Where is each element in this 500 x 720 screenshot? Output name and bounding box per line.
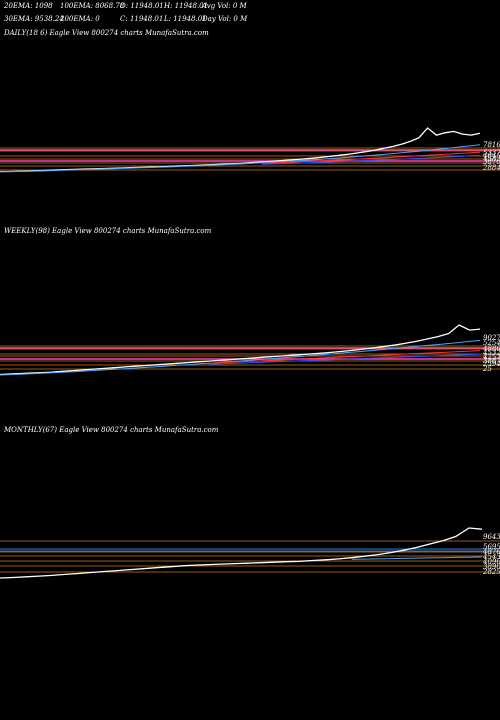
weekly-price-label: 4880 <box>482 345 500 353</box>
daily-price-label: 5337 <box>483 149 500 157</box>
weekly-price-label: 2594 <box>482 360 500 368</box>
daily-price-label: 3870 <box>483 158 500 166</box>
weekly-price-label: 3887 <box>483 357 500 365</box>
day-vol-label: Day Vol: 0 M <box>202 15 248 23</box>
ema200-label: 200EMA: 0 <box>60 15 100 23</box>
ema30-label: 30EMA: 9538.24 <box>4 15 64 23</box>
weekly-price-label: 4253 <box>482 353 500 361</box>
daily-price-label: 7816 <box>483 141 500 149</box>
daily-price-label: 4845 <box>482 152 500 160</box>
close-label: C: 11948.01 <box>120 15 164 23</box>
monthly-price-label: 2825 <box>482 568 500 576</box>
monthly-price-label: 5695 <box>483 543 500 551</box>
daily-series-line-3 <box>261 154 481 165</box>
weekly-series-line-0 <box>0 324 481 376</box>
daily-price-label: 2884 <box>482 164 500 172</box>
avg-vol-label: Avg Vol: 0 M <box>202 2 247 10</box>
weekly-series-line-1 <box>0 339 481 376</box>
low-label: L: 11948.01 <box>164 15 207 23</box>
weekly-price-label: 5254 <box>483 339 500 347</box>
daily-series-line-1 <box>0 144 481 173</box>
daily-price-label: 4582 <box>482 155 500 163</box>
weekly-series-line-2 <box>208 350 481 364</box>
open-label: O: 11948.01 <box>120 2 164 10</box>
monthly-series-line-1 <box>351 556 483 560</box>
monthly-price-label: 4543 <box>482 553 500 561</box>
ema100-label: 100EMA: 8068.78 <box>60 2 125 10</box>
weekly-price-label: 9027 <box>483 334 500 342</box>
monthly-series-line-0 <box>0 527 483 579</box>
weekly-price-label: 4532 <box>482 349 500 357</box>
ema20-label: 20EMA: 1098 <box>4 2 53 10</box>
monthly-price-label: 3890 <box>483 563 500 571</box>
daily-chart-title: DAILY(18 6) Eagle View 800274 charts Mun… <box>4 29 209 37</box>
monthly-price-label: 4876 <box>482 548 500 556</box>
high-label: H: 11948.01 <box>164 2 209 10</box>
monthly-chart-title: MONTHLY(67) Eagle View 800274 charts Mun… <box>4 426 219 434</box>
daily-series-line-2 <box>261 151 481 164</box>
weekly-price-label: 25 <box>482 365 492 373</box>
weekly-chart-title: WEEKLY(98) Eagle View 800274 charts Muna… <box>4 227 212 235</box>
monthly-price-label: 4096 <box>482 558 500 566</box>
weekly-series-line-3 <box>208 353 481 365</box>
monthly-price-label: 9643 <box>483 533 500 541</box>
